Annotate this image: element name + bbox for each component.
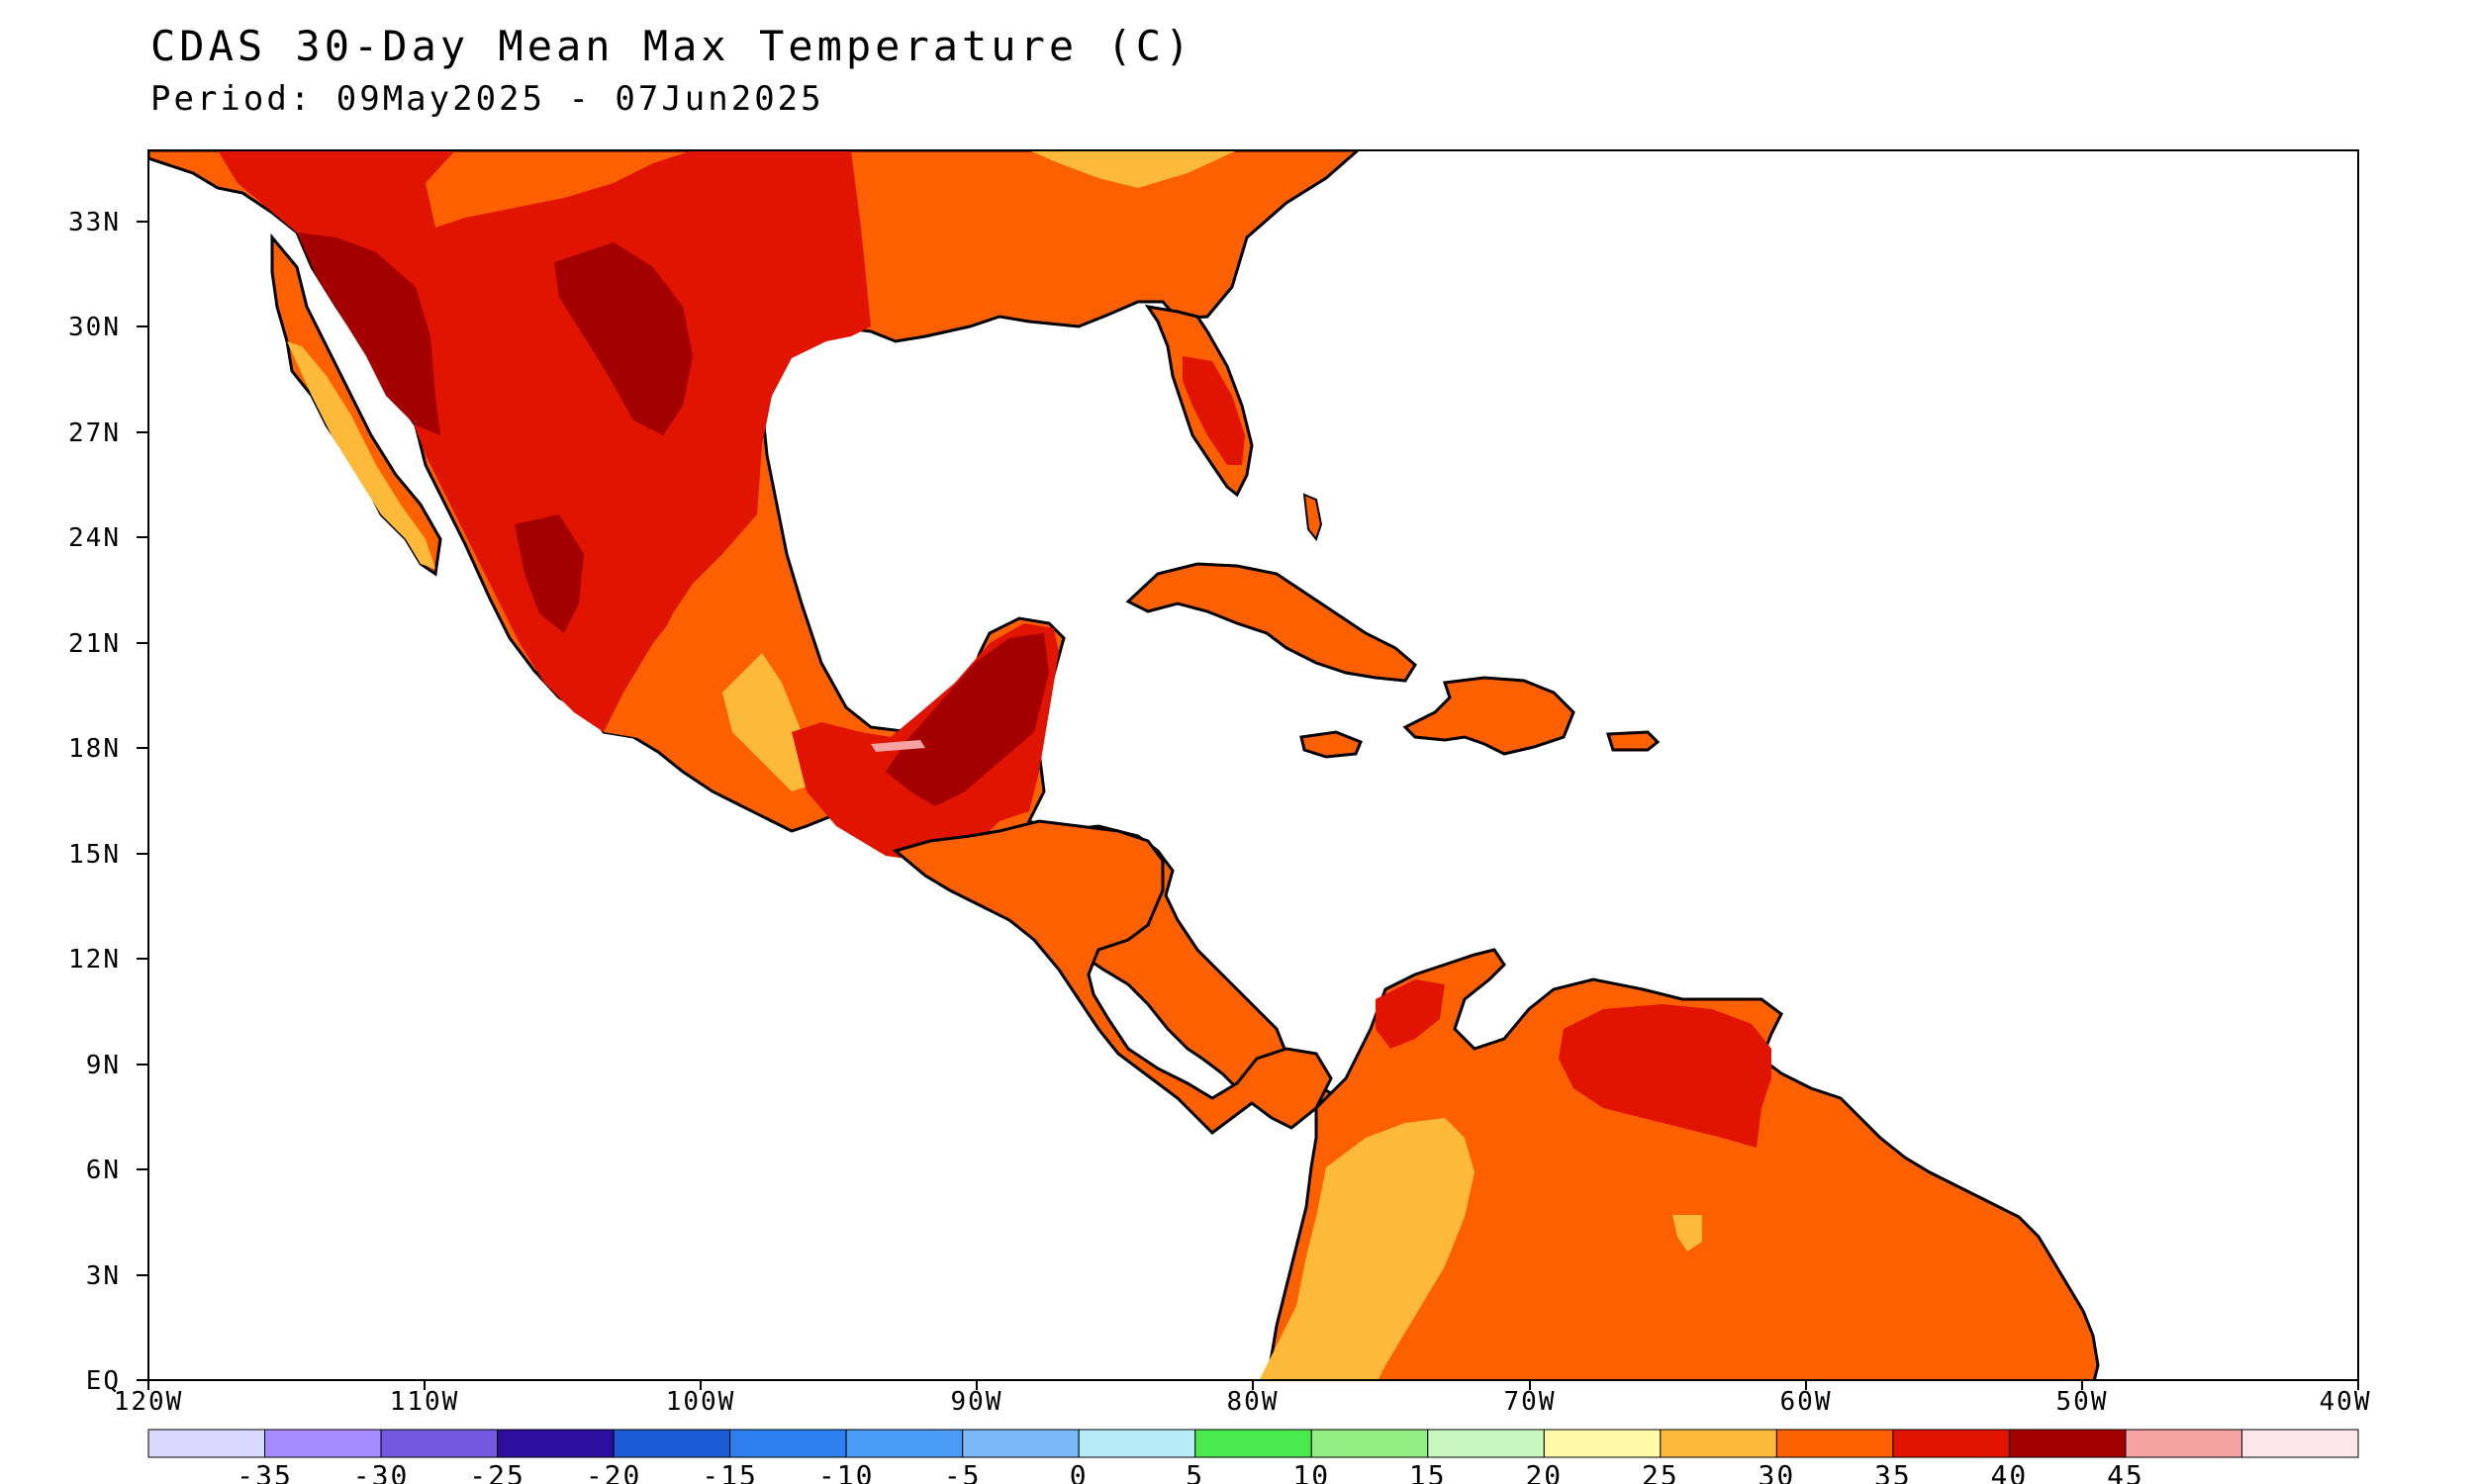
chihuahua-extreme-zone [554, 242, 693, 435]
colorbar-label: 25 [1642, 1459, 1679, 1484]
colorbar-labels: -35 -30 -25 -20 -15 -10 -5 0 5 10 15 20 25 30 35 40 45 [237, 1459, 2144, 1484]
colorbar-swatch [1194, 1429, 1312, 1458]
lon-label: 90W [951, 1387, 1003, 1417]
colorbar-label: -15 [702, 1459, 758, 1484]
colorbar-swatch [264, 1429, 382, 1458]
lon-label: 80W [1227, 1387, 1280, 1417]
lat-label: 18N [68, 734, 121, 764]
colorbar-label: 30 [1759, 1459, 1796, 1484]
cuba-island [1125, 562, 1417, 683]
colorbar-swatch [1078, 1429, 1196, 1458]
colorbar-swatch [1775, 1429, 1894, 1458]
lat-label: 24N [68, 523, 121, 553]
sonora-extreme-zone [297, 232, 440, 435]
jamaica-island [1299, 730, 1363, 759]
colorbar-swatch [2008, 1429, 2127, 1458]
lat-label: 12N [68, 945, 121, 974]
colorbar-swatch [1310, 1429, 1429, 1458]
colorbar-label: 40 [1991, 1459, 2029, 1484]
puerto-rico-island [1605, 730, 1661, 752]
lat-label: 30N [68, 313, 121, 342]
colombia-hot-zone [1376, 979, 1445, 1049]
south-america-land [1266, 948, 2100, 1380]
colorbar-label: -25 [469, 1459, 525, 1484]
colorbar-swatch [613, 1429, 731, 1458]
colorbar-label: -10 [818, 1459, 875, 1484]
colorbar-label: 10 [1292, 1459, 1330, 1484]
lat-label: 9N [86, 1051, 121, 1080]
colorbar-swatch [497, 1429, 615, 1458]
latitude-labels: EQ 3N 6N 9N 12N 15N 18N 21N 24N 27N 30N … [68, 208, 121, 1396]
colorbar-swatch [1892, 1429, 2010, 1458]
veracruz-warm-zone [722, 653, 821, 791]
colorbar-swatch [147, 1429, 266, 1458]
belize-peak-zone [871, 740, 925, 752]
map-title: CDAS 30-Day Mean Max Temperature (C) [150, 22, 1194, 70]
guyana-warm-zone [1672, 1215, 1702, 1252]
colorbar-label: -5 [944, 1459, 982, 1484]
lat-label: 33N [68, 208, 121, 237]
colorbar-swatch [1660, 1429, 1777, 1458]
lon-label: 50W [2056, 1387, 2109, 1417]
colorbar-swatch [1543, 1429, 1662, 1458]
colorbar-swatch [729, 1429, 847, 1458]
lat-label: 15N [68, 840, 121, 870]
florida-hot-zone [1183, 356, 1245, 465]
lat-label: 27N [68, 418, 121, 448]
colorbar-swatch [845, 1429, 964, 1458]
colorbar-label: 20 [1525, 1459, 1563, 1484]
colorbar-swatch [2125, 1429, 2242, 1458]
lon-label: 120W [114, 1387, 184, 1417]
lon-label: 40W [2320, 1387, 2372, 1417]
longitude-labels: 120W 110W 100W 90W 80W 70W 60W 50W 40W [114, 1387, 2372, 1417]
sinaloa-extreme-zone [515, 514, 584, 633]
temperature-fills [148, 150, 2100, 1380]
colorbar-label: 45 [2107, 1459, 2144, 1484]
colorbar-label: 5 [1186, 1459, 1204, 1484]
colorbar-swatch [1427, 1429, 1545, 1458]
lon-label: 100W [666, 1387, 736, 1417]
baja-warm-zone [287, 341, 435, 569]
us-warm-strip [1029, 150, 1237, 188]
lat-label: 21N [68, 629, 121, 659]
colorbar-label: -20 [586, 1459, 642, 1484]
colorbar-label: 0 [1070, 1459, 1089, 1484]
colorbar-swatch [2240, 1429, 2359, 1458]
lon-label: 70W [1504, 1387, 1557, 1417]
hispaniola-island [1402, 676, 1575, 756]
colorbar: -35 -30 -25 -20 -15 -10 -5 0 5 10 15 20 25 30 35 40 45 [147, 1429, 2359, 1484]
colombia-warm-zone [1259, 1118, 1475, 1380]
lat-label: 3N [86, 1261, 121, 1291]
guatemala-extreme-zone [886, 633, 1049, 806]
colorbar-label: -30 [353, 1459, 410, 1484]
colorbar-swatch [962, 1429, 1080, 1458]
colorbar-label: -35 [237, 1459, 293, 1484]
period-subtitle: Period: 09May2025 - 07Jun2025 [150, 79, 824, 119]
venezuela-hot-zone [1559, 1004, 1771, 1148]
latitude-axis [137, 221, 148, 1381]
colorbar-swatch [380, 1429, 499, 1458]
lat-label: 6N [86, 1156, 121, 1185]
lon-label: 110W [390, 1387, 460, 1417]
colorbar-label: 35 [1874, 1459, 1912, 1484]
lon-label: 60W [1780, 1387, 1833, 1417]
bahamas-island [1302, 493, 1323, 542]
central-america-land [892, 819, 1333, 1135]
colorbar-swatches [147, 1429, 2359, 1458]
longitude-axis [147, 1380, 2359, 1390]
lat-label: EQ [86, 1366, 121, 1396]
colorbar-label: 15 [1409, 1459, 1447, 1484]
